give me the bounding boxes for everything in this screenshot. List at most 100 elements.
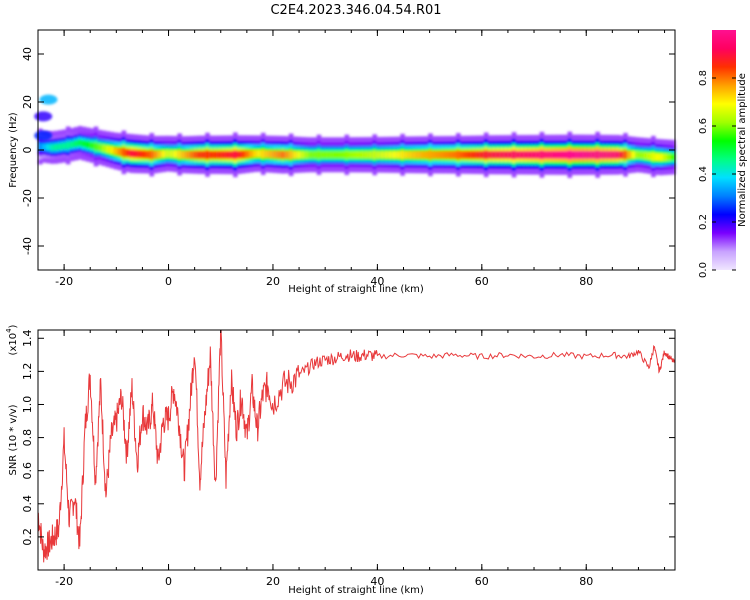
snr-axes: -20 0 20 40 60 80 0.2 0.4 0.6 0.8 1.0 1.2 1.4 [21, 330, 675, 588]
ridge-cell [249, 150, 254, 158]
ridge-cell [45, 143, 51, 151]
spectrogram-y-tick-label: -20 [21, 189, 34, 207]
ridge-cell [424, 151, 429, 159]
ridge-cell [161, 150, 166, 158]
snr-x-tick-label: 20 [266, 575, 280, 588]
snr-panel: -20 0 20 40 60 80 0.2 0.4 0.6 0.8 1.0 1.2 1.4 Height… [5, 324, 676, 596]
spectrogram-y-label: Frequency (Hz) [8, 112, 19, 188]
colorbar-tick-label: 0.8 [698, 70, 709, 86]
ridge-cell [663, 153, 668, 161]
ridge-cell [97, 143, 103, 151]
ridge-cell [348, 151, 354, 159]
ridge-cell [388, 151, 393, 159]
ridge-cell [61, 142, 67, 150]
ridge-cell [543, 150, 549, 159]
ridge-cell [655, 153, 660, 161]
snr-x-label: Height of straight line (km) [288, 585, 424, 596]
ridge-cell [89, 142, 95, 149]
ridge-cell [38, 142, 43, 151]
ridge-cell [225, 150, 230, 159]
ridge-cell [408, 151, 413, 159]
ridge-cell [467, 150, 473, 159]
ridge-cell [264, 150, 270, 158]
ridge-cell [384, 151, 389, 159]
snr-y-tick-label: 0.4 [21, 495, 34, 513]
ridge-cell [57, 143, 63, 150]
ridge-cell [117, 147, 123, 156]
ridge-cell [456, 150, 461, 160]
spectrogram-axes: -20 0 20 40 60 80 -40 -20 0 20 40 [21, 30, 675, 288]
ridge-cell [591, 150, 596, 159]
colorbar-tick-label: 0.0 [698, 262, 709, 278]
spectrogram-x-tick-label: 60 [475, 275, 489, 288]
spectrogram-x-tick-label: 80 [579, 275, 593, 288]
ridge-cell [284, 151, 290, 159]
ridge-cell [296, 151, 302, 159]
ridge-cell [169, 150, 174, 158]
ridge-cell [667, 153, 672, 161]
spectral-blob [34, 130, 53, 141]
ridge-cell [292, 151, 298, 159]
ridge-cell [193, 151, 198, 159]
ridge-cell [519, 150, 525, 159]
ridge-cell [635, 151, 640, 159]
ridge-cell [619, 150, 624, 159]
snr-background [38, 330, 675, 570]
ridge-cell [153, 150, 159, 159]
spectrogram-x-label: Height of straight line (km) [288, 284, 424, 295]
colorbar-ticks: 0.0 0.2 0.4 0.6 0.8 [698, 70, 736, 278]
ridge-cell [332, 151, 338, 159]
spectral-blob [39, 94, 58, 105]
ridge-cell [113, 147, 119, 155]
ridge-cell [499, 150, 505, 159]
ridge-cell [245, 150, 250, 158]
spectrogram-x-tick-label: 20 [266, 275, 280, 288]
snr-multiplier-exp: 4 [5, 328, 13, 333]
ridge-cell [551, 150, 557, 159]
ridge-cell [137, 150, 143, 158]
ridge-cell [69, 141, 75, 148]
ridge-cell [460, 151, 465, 159]
spectrogram-x-tick-label: 40 [370, 275, 384, 288]
ridge-cell [623, 150, 628, 160]
ridge-cell [300, 151, 306, 159]
ridge-cell [288, 150, 294, 160]
ridge-cell [185, 151, 190, 159]
ridge-cell [535, 150, 541, 159]
ridge-cell [599, 150, 604, 159]
ridge-cell [432, 151, 437, 159]
ridge-cell [229, 150, 234, 159]
ridge-cell [344, 150, 350, 159]
ridge-cell [479, 150, 485, 159]
ridge-cell [587, 150, 592, 159]
ridge-cell [241, 150, 246, 159]
snr-y-tick-label: 1.2 [21, 363, 34, 381]
ridge-cell [272, 150, 278, 159]
svg-text:(x104): (x104) [5, 324, 19, 355]
ridge-cell [360, 151, 366, 159]
ridge-cell [141, 150, 147, 159]
ridge-cell [368, 151, 374, 159]
spectrogram-x-tick-label: -20 [55, 275, 73, 288]
ridge-cell [256, 150, 262, 158]
ridge-cell [607, 150, 612, 159]
spectrogram-y-tick-label: 40 [21, 47, 34, 61]
snr-frame [37, 329, 676, 571]
ridge-cell [209, 150, 214, 159]
ridge-cell [125, 149, 131, 157]
ridge-cell [73, 140, 79, 148]
ridge-cell [217, 150, 222, 159]
ridge-cell [276, 150, 282, 159]
spectrogram-x-tick-label: 0 [165, 275, 172, 288]
ridge-cell [165, 150, 170, 158]
ridge-cell [149, 150, 155, 160]
ridge-cell [400, 150, 405, 159]
figure-title: C2E4.2023.346.04.54.R01 [270, 3, 441, 18]
spectrogram-y-tick-label: 20 [21, 95, 34, 109]
ridge-cell [404, 151, 409, 159]
ridge-cell [436, 151, 441, 159]
ridge-cell [523, 150, 529, 159]
ridge-cell [483, 150, 489, 160]
ridge-cell [205, 150, 210, 160]
ridge-cell [583, 150, 589, 159]
